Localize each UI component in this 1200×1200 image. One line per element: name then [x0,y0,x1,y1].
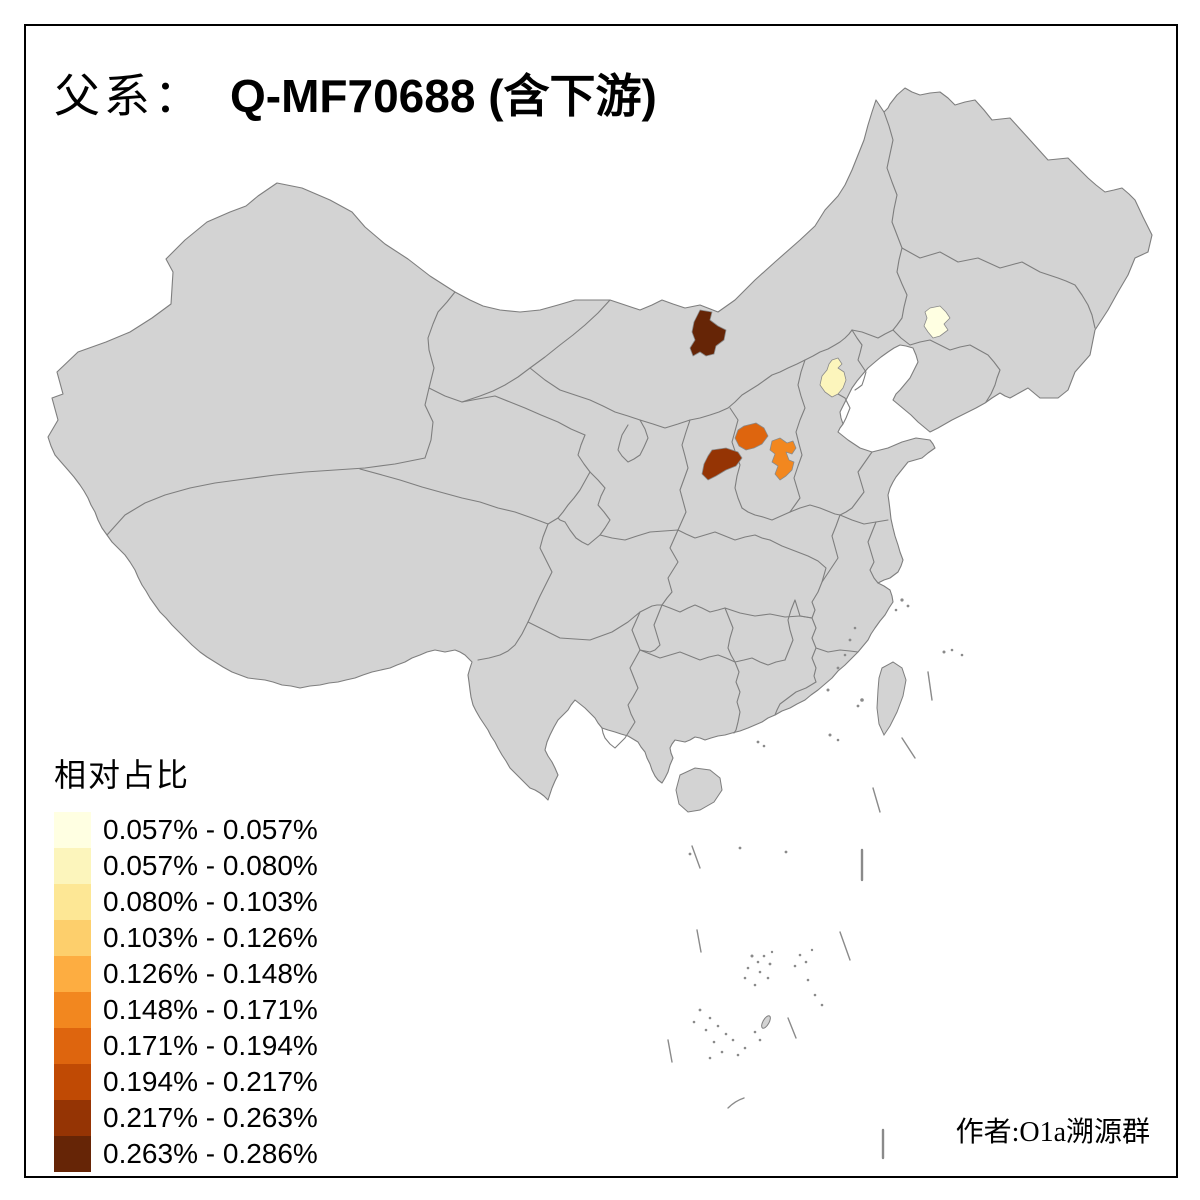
legend-row: 0.194% - 0.217% [54,1064,318,1100]
legend-label: 0.057% - 0.080% [103,850,318,881]
choropleth-region-rust [701,447,743,481]
choropleth-regions [689,305,951,481]
legend-label: 0.263% - 0.286% [103,1138,318,1169]
choropleth-region-palest [923,305,951,339]
legend-row: 0.080% - 0.103% [54,884,318,920]
legend-row: 0.217% - 0.263% [54,1100,318,1136]
china-mainland [47,87,1153,801]
author-credit: 作者:O1a溯源群 [956,1110,1150,1150]
legend-label: 0.080% - 0.103% [103,886,318,917]
legend-swatch [54,1064,91,1100]
legend-label: 0.126% - 0.148% [103,958,318,989]
province-borders [106,111,1096,749]
legend-swatch [54,992,91,1028]
legend-swatch [54,848,91,884]
choropleth-region-beijing [819,357,847,398]
legend-label: 0.103% - 0.126% [103,922,318,953]
china-map [47,87,1153,1160]
legend: 相对占比 0.057% - 0.057% 0.057% - 0.080% 0.0… [54,750,318,1172]
legend-swatch [54,1028,91,1064]
legend-row: 0.263% - 0.286% [54,1136,318,1172]
legend-swatch [54,920,91,956]
choropleth-region-lightorange [769,437,797,481]
title-haplogroup-code: Q-MF70688 (含下游) [230,70,657,122]
title-cjk-prefix: 父系： [54,71,204,122]
legend-label: 0.148% - 0.171% [103,994,318,1025]
legend-label: 0.171% - 0.194% [103,1030,318,1061]
legend-row: 0.057% - 0.057% [54,812,318,848]
legend-title: 相对占比 [54,757,191,793]
legend-label: 0.194% - 0.217% [103,1066,318,1097]
legend-label: 0.057% - 0.057% [103,814,318,845]
legend-swatch [54,812,91,848]
legend-swatch [54,1100,91,1136]
choropleth-region-darkest [689,309,727,357]
sea-dash-lines [667,671,933,1160]
legend-swatch [54,1136,91,1172]
legend-swatch [54,884,91,920]
legend-row: 0.148% - 0.171% [54,992,318,1028]
legend-row: 0.057% - 0.080% [54,848,318,884]
legend-label: 0.217% - 0.263% [103,1102,318,1133]
legend-swatch [54,956,91,992]
plot-frame: 父系： Q-MF70688 (含下游) 相对占比 0.057% - 0.057% … [24,24,1178,1178]
legend-row: 0.103% - 0.126% [54,920,318,956]
legend-row: 0.171% - 0.194% [54,1028,318,1064]
choropleth-region-orange [734,422,769,451]
hainan-island [675,767,723,813]
page-title: 父系： Q-MF70688 (含下游) [54,60,657,126]
islet-dots [688,598,964,1060]
author-credit-text: 作者:O1a溯源群 [955,1117,1150,1148]
islands [675,661,907,1029]
legend-row: 0.126% - 0.148% [54,956,318,992]
taiwan-island [876,661,907,737]
small-island [761,1015,771,1029]
